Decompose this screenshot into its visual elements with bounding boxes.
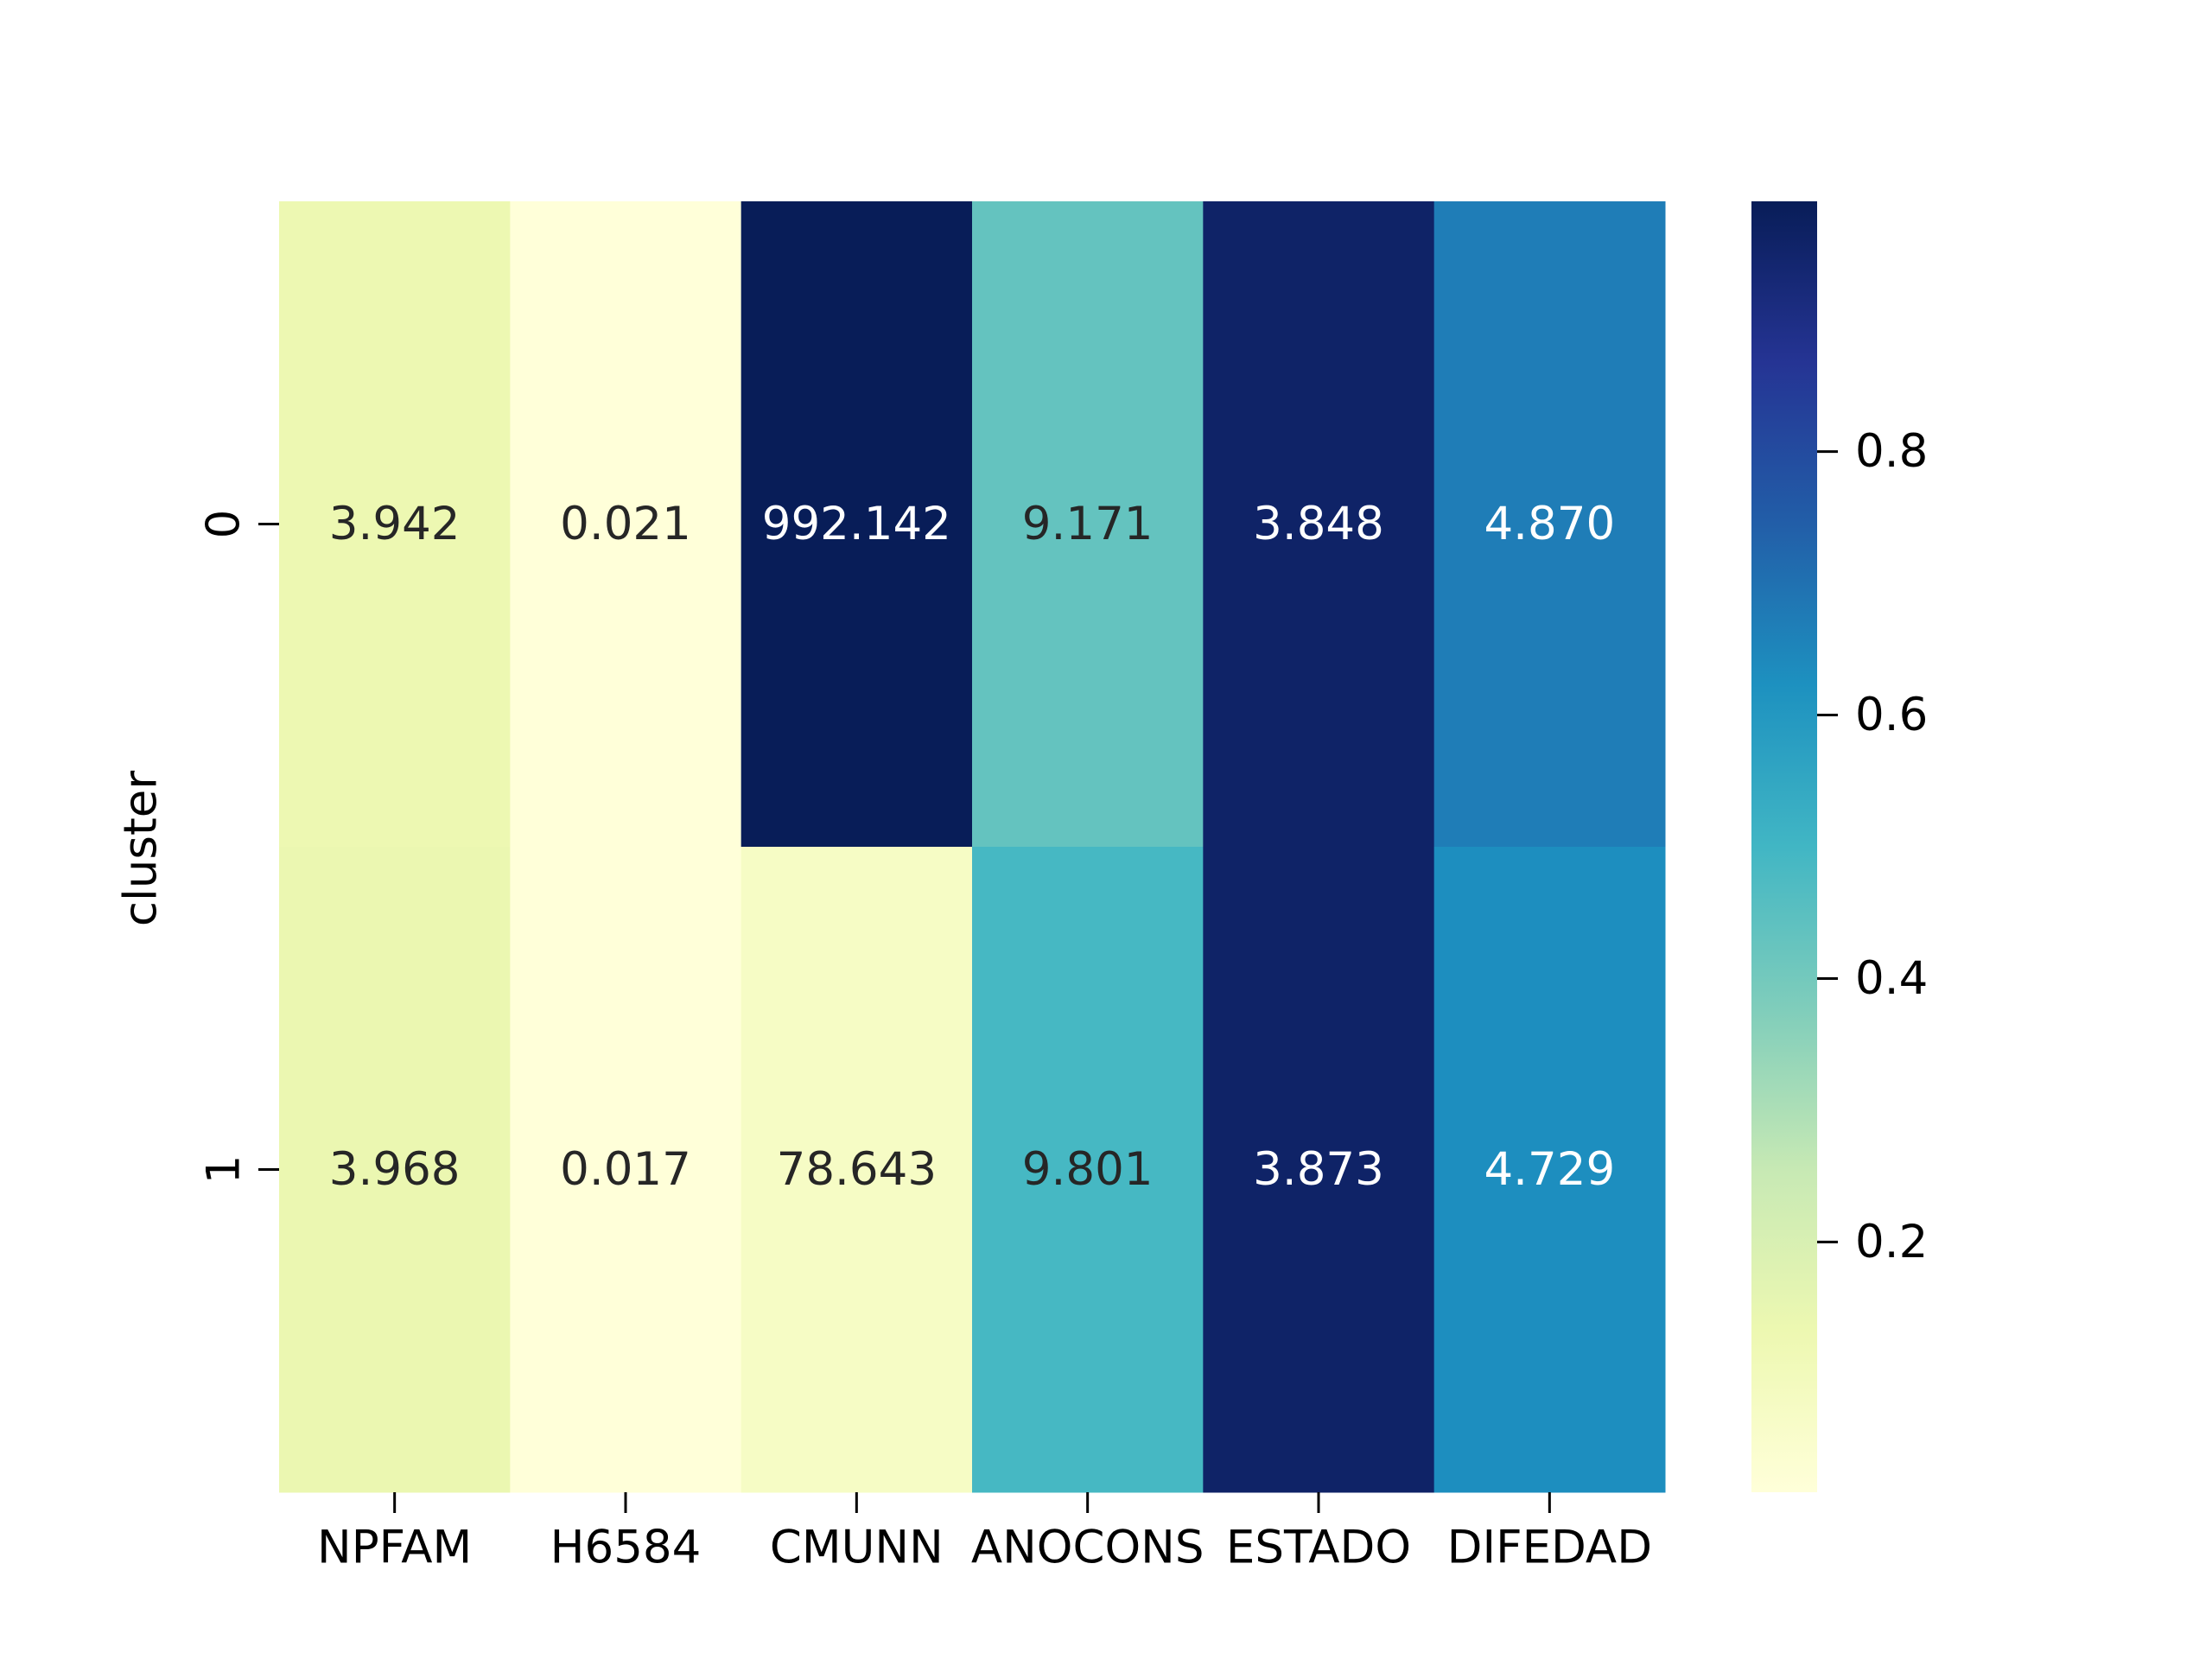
x-tick-label: NPFAM [317,1522,472,1574]
heatmap-cell [1203,201,1435,848]
heatmap-cell-labels: 3.942 0.021 992.142 9.171 3.848 4.870 3.968 0.0… [329,498,1615,1196]
cell-value-label: 9.801 [1022,1143,1154,1196]
x-tick-label: H6584 [550,1522,702,1574]
colorbar-tick-label: 0.8 [1855,425,1928,478]
colorbar-tick-label: 0.2 [1855,1216,1928,1268]
cell-value-label: 3.942 [329,498,461,550]
cell-value-label: 9.171 [1022,498,1154,550]
x-axis: NPFAM H6584 CMUNN ANOCONS ESTADO DIFEDAD [317,1492,1652,1574]
cell-value-label: 4.729 [1484,1143,1615,1196]
cell-value-label: 3.848 [1253,498,1384,550]
heatmap-cell [510,847,742,1493]
cell-value-label: 3.968 [329,1143,461,1196]
cell-value-label: 0.017 [560,1143,691,1196]
cell-value-label: 4.870 [1484,498,1615,550]
colorbar-gradient-bar [1751,201,1817,1492]
y-tick-label: 1 [198,1155,251,1185]
heatmap-cell [279,847,511,1493]
cell-value-label: 78.643 [777,1143,937,1196]
y-tick-label: 0 [198,510,251,539]
colorbar: 0.2 0.4 0.6 0.8 [1751,201,1928,1492]
heatmap-cell [972,201,1204,848]
x-tick-label: ESTADO [1226,1522,1411,1574]
colorbar-tick-label: 0.4 [1855,952,1928,1005]
x-tick-label: ANOCONS [971,1522,1205,1574]
x-tick-label: CMUNN [770,1522,944,1574]
cell-value-label: 3.873 [1253,1143,1384,1196]
y-axis: 01 [198,510,279,1185]
heatmap-cell [972,847,1204,1493]
x-tick-label: DIFEDAD [1447,1522,1652,1574]
heatmap-cells [279,201,1666,1493]
heatmap-cell [510,201,742,848]
heatmap-cell [1203,847,1435,1493]
heatmap-cell [741,847,973,1493]
heatmap-cell [1433,847,1666,1493]
cell-value-label: 0.021 [560,498,691,550]
colorbar-tick-label: 0.6 [1855,689,1928,741]
heatmap-cell [279,201,511,848]
heatmap-cell [1433,201,1666,848]
cell-value-label: 992.142 [762,498,951,550]
heatmap-cell [741,201,973,848]
y-axis-label: cluster [115,771,168,926]
